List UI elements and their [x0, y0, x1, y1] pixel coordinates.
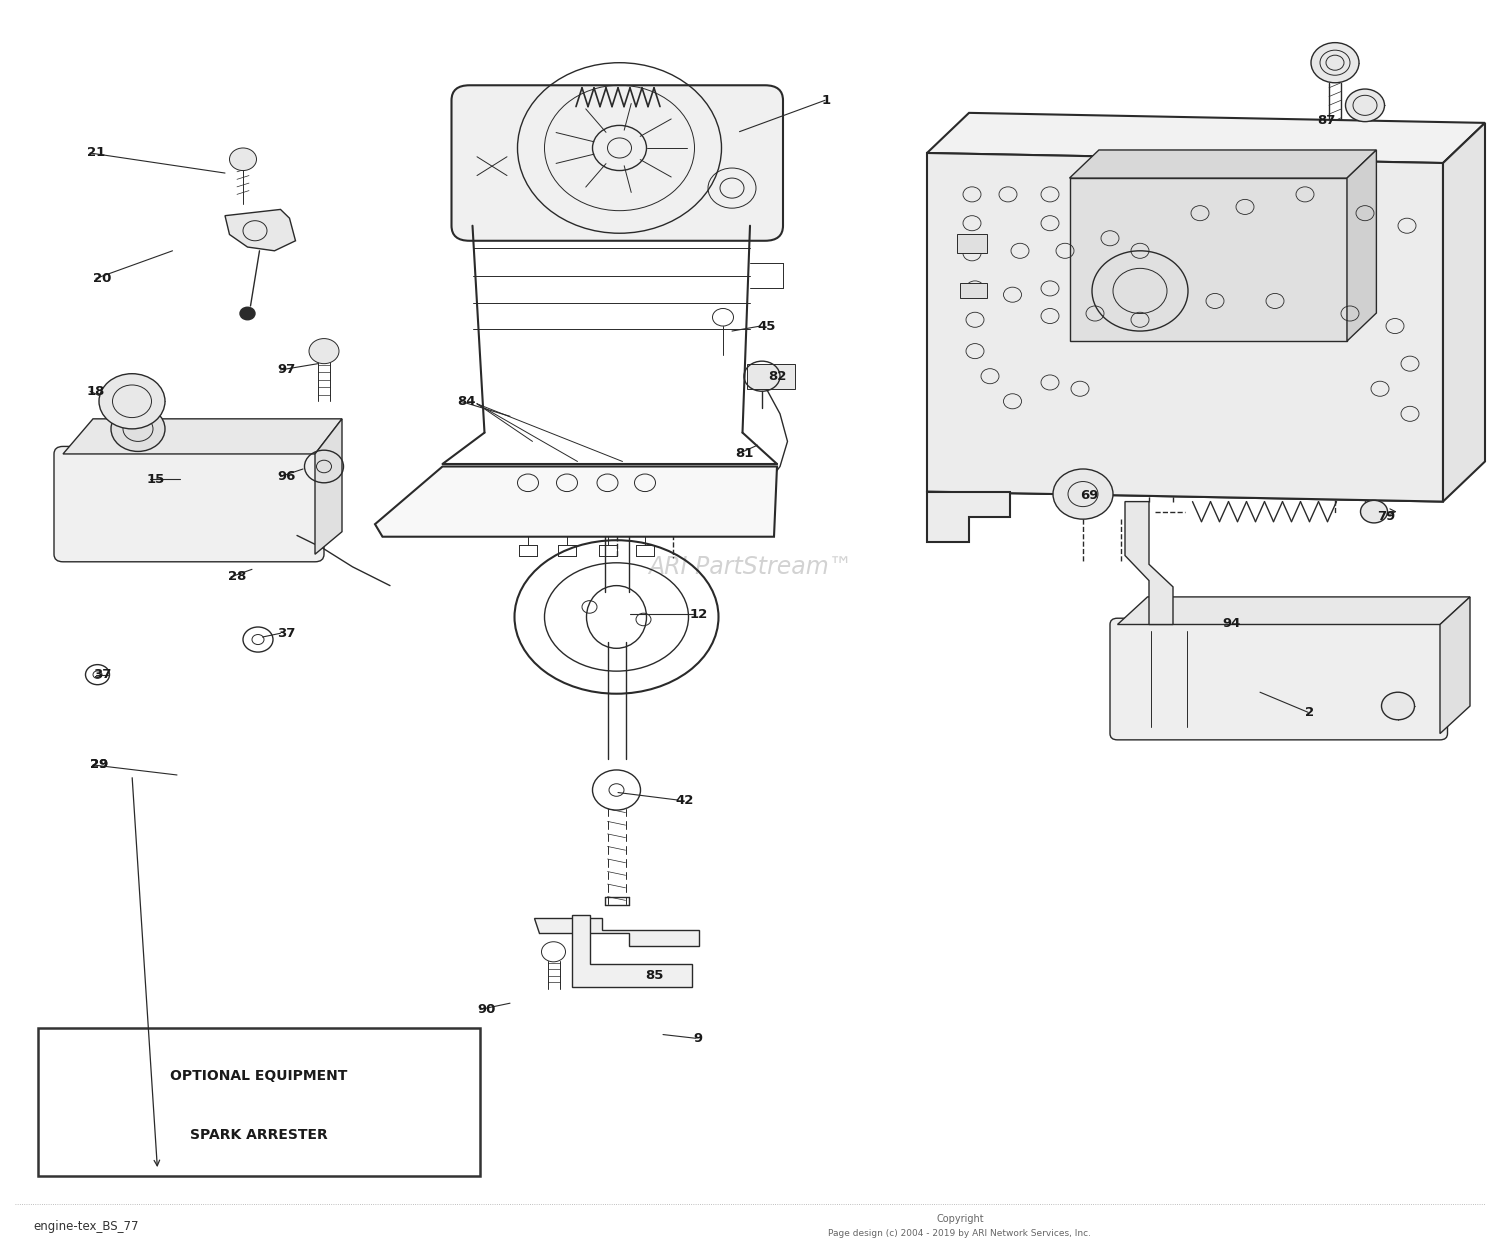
Text: engine-tex_BS_77: engine-tex_BS_77: [33, 1220, 138, 1233]
Polygon shape: [1440, 597, 1470, 734]
Text: 82: 82: [768, 370, 786, 382]
Text: 29: 29: [90, 759, 108, 771]
Bar: [1070, 178, 1347, 341]
Polygon shape: [1347, 150, 1377, 341]
Polygon shape: [1443, 123, 1485, 502]
Polygon shape: [375, 466, 777, 537]
Text: 15: 15: [147, 473, 165, 485]
Text: 2: 2: [1305, 706, 1314, 719]
Polygon shape: [315, 419, 342, 554]
Text: Page design (c) 2004 - 2019 by ARI Network Services, Inc.: Page design (c) 2004 - 2019 by ARI Netwo…: [828, 1229, 1092, 1239]
Circle shape: [1360, 500, 1388, 523]
Circle shape: [111, 406, 165, 451]
FancyBboxPatch shape: [452, 85, 783, 241]
Polygon shape: [1118, 597, 1470, 624]
Text: Copyright: Copyright: [936, 1214, 984, 1224]
Polygon shape: [572, 915, 692, 987]
Polygon shape: [927, 113, 1485, 163]
Polygon shape: [534, 918, 699, 946]
Polygon shape: [1070, 150, 1377, 178]
Circle shape: [1311, 43, 1359, 83]
Text: 37: 37: [278, 627, 296, 640]
Text: 94: 94: [1222, 617, 1240, 630]
Polygon shape: [927, 492, 1010, 542]
Bar: [957, 234, 987, 253]
Circle shape: [309, 339, 339, 364]
Text: OPTIONAL EQUIPMENT: OPTIONAL EQUIPMENT: [170, 1068, 348, 1082]
Text: 20: 20: [93, 272, 111, 285]
Bar: [38, 1028, 480, 1176]
Text: 28: 28: [228, 571, 246, 583]
Polygon shape: [63, 419, 342, 454]
Text: 90: 90: [477, 1003, 495, 1016]
Text: 79: 79: [1377, 510, 1395, 523]
Text: 29: 29: [90, 759, 108, 771]
Circle shape: [1346, 89, 1384, 122]
Text: 81: 81: [735, 448, 753, 460]
Bar: [747, 364, 795, 389]
Text: 96: 96: [278, 470, 296, 483]
Text: 42: 42: [675, 794, 693, 806]
Circle shape: [99, 374, 165, 429]
FancyBboxPatch shape: [54, 446, 324, 562]
Text: SPARK ARRESTER: SPARK ARRESTER: [190, 1127, 327, 1142]
Text: 85: 85: [645, 969, 663, 982]
Text: 37: 37: [93, 668, 111, 681]
FancyBboxPatch shape: [1110, 618, 1448, 740]
Polygon shape: [927, 153, 1443, 502]
Text: 21: 21: [87, 147, 105, 159]
Circle shape: [240, 307, 255, 320]
Text: 84: 84: [458, 395, 476, 408]
Bar: [960, 283, 987, 298]
Text: 9: 9: [693, 1032, 702, 1045]
Text: ARI PartStream™: ARI PartStream™: [648, 554, 852, 579]
Text: 97: 97: [278, 364, 296, 376]
Text: 45: 45: [758, 320, 776, 332]
Polygon shape: [225, 209, 296, 251]
Circle shape: [230, 148, 256, 171]
Text: 87: 87: [1317, 114, 1335, 127]
Text: 1: 1: [822, 94, 831, 107]
Text: 69: 69: [1080, 489, 1098, 502]
Polygon shape: [1125, 502, 1173, 624]
Text: 12: 12: [690, 608, 708, 621]
Text: 18: 18: [87, 385, 105, 398]
Circle shape: [1053, 469, 1113, 519]
Circle shape: [1382, 692, 1414, 720]
